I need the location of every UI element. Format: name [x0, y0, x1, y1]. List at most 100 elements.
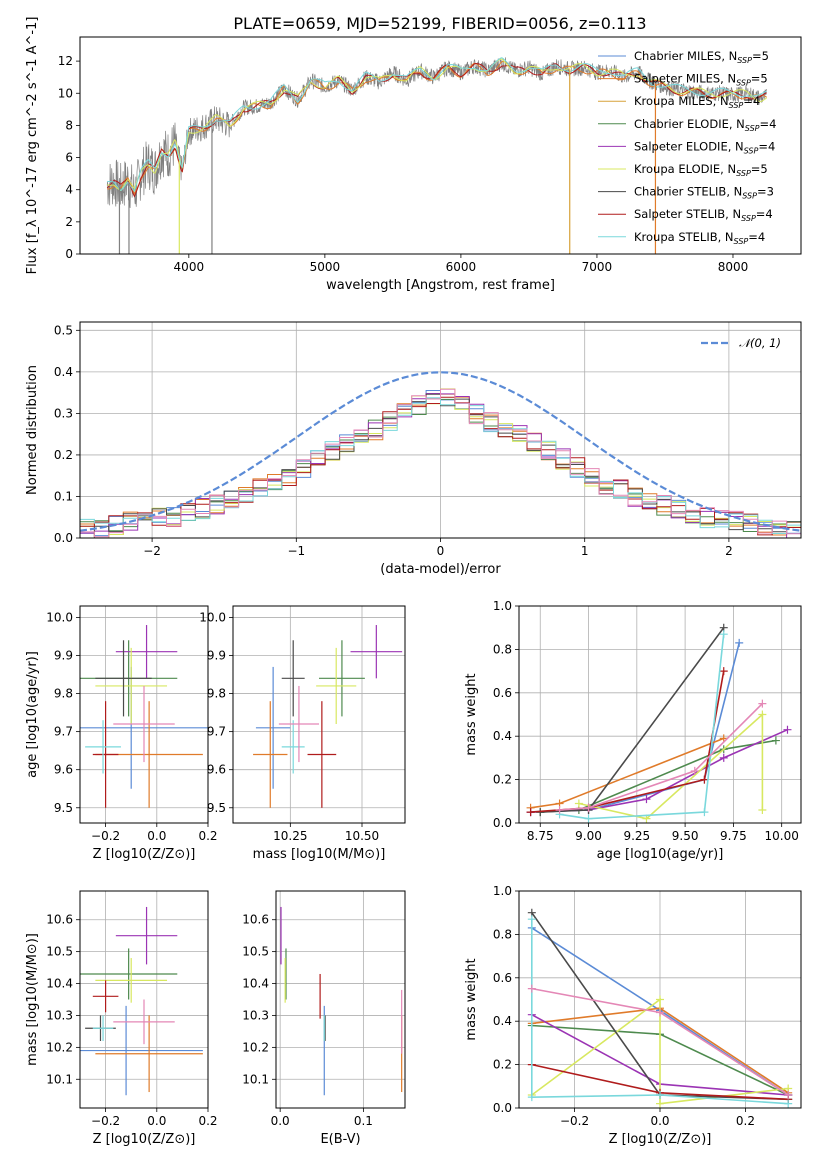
x-tick-label: 10.50	[345, 829, 379, 843]
x-tick-label: 0.2	[198, 829, 217, 843]
data-marker	[656, 1099, 664, 1108]
y-tick-label: 0.3	[54, 406, 73, 420]
y-tick-label: 9.7	[54, 725, 73, 739]
x-tick-label: 9.00	[575, 829, 602, 843]
legend-label: Chabrier MILES, NSSP=5	[634, 49, 769, 65]
data-marker	[700, 775, 709, 784]
axes-frame	[79, 890, 209, 1109]
errorbar-point	[350, 625, 403, 679]
mass-weight-line	[578, 712, 764, 820]
normal-curve	[80, 371, 801, 532]
plot-area	[527, 908, 793, 1108]
axes-frame	[79, 605, 209, 824]
data-marker	[758, 805, 767, 814]
figure-title: PLATE=0659, MJD=52199, FIBERID=0056, z=0…	[233, 14, 646, 33]
y-tick-label: 9.6	[54, 763, 73, 777]
y-tick-label: 10	[58, 86, 73, 100]
x-axis-label: mass [log10(M/M⊙)]	[253, 847, 386, 862]
errorbar-point	[278, 685, 319, 763]
errorbar-point	[80, 1005, 203, 1096]
x-tick-label: 8000	[718, 260, 749, 274]
errorbar-point	[113, 999, 175, 1045]
y-axis-label: mass weight	[464, 958, 479, 1040]
errorbar-point	[319, 640, 365, 717]
x-tick-label: −2	[143, 544, 161, 558]
panel-mass_vs_EBV: 0.0 0.1 10.1 10.2 10.3 10.4 10.5 10.6 E(B-V)	[242, 890, 406, 1147]
x-axis-label: Z [log10(Z/Z⊙)]	[93, 847, 196, 862]
data-marker	[690, 766, 699, 775]
y-tick-label: 12	[58, 54, 73, 68]
data-marker	[527, 915, 536, 924]
y-tick-label: 9.8	[54, 687, 73, 701]
errorbar-point	[92, 701, 119, 808]
grid	[233, 606, 405, 823]
y-tick-label: 1.0	[493, 884, 512, 898]
legend-label: Salpeter ELODIE, NSSP=4	[634, 139, 775, 155]
y-tick-label: 8	[65, 118, 73, 132]
legend-label: Kroupa ELODIE, NSSP=5	[634, 162, 768, 178]
observed-spectrum-line	[106, 57, 768, 209]
ticks: −0.2 0.0 0.2 0.0 0.2 0.4 0.6 0.8 1.0	[493, 884, 755, 1128]
legend-label: Chabrier STELIB, NSSP=3	[634, 185, 774, 201]
legend: Chabrier MILES, NSSP=5 Salpeter MILES, NS…	[598, 49, 776, 246]
x-tick-label: 5000	[310, 260, 341, 274]
y-axis-label: Normed distribution	[25, 365, 40, 495]
y-tick-label: 2	[65, 215, 73, 229]
errorbar-point	[253, 701, 288, 808]
plot-area	[80, 906, 203, 1096]
x-tick-label: 0.2	[736, 1114, 755, 1128]
y-tick-label: 0.4	[54, 365, 73, 379]
data-marker	[574, 799, 583, 808]
y-tick-label: 0.0	[493, 1101, 512, 1115]
y-tick-label: 0.0	[493, 816, 512, 830]
errorbar-point	[113, 685, 175, 763]
x-tick-label: 9.25	[623, 829, 650, 843]
y-tick-label: 0.8	[493, 927, 512, 941]
errorbar-point	[316, 647, 357, 725]
x-tick-label: 4000	[174, 260, 205, 274]
mass-weight-line	[540, 627, 725, 813]
y-axis-label: mass weight	[464, 673, 479, 755]
y-tick-label: 9.7	[207, 725, 226, 739]
errorbar-point	[281, 640, 305, 717]
ticks: −0.2 0.0 0.2 9.5 9.6 9.7 9.8 9.9 10.0	[46, 610, 217, 843]
data-marker	[584, 814, 593, 823]
grid	[276, 891, 405, 1108]
x-tick-label: −0.2	[91, 1114, 120, 1128]
x-tick-label: 7000	[582, 260, 613, 274]
y-tick-label: 0.8	[493, 642, 512, 656]
y-tick-label: 10.4	[242, 977, 269, 991]
errorbar-point	[92, 1015, 114, 1041]
data-marker	[656, 995, 664, 1004]
x-tick-label: 0.0	[650, 1114, 669, 1128]
data-marker	[735, 638, 744, 647]
plot-area	[280, 906, 403, 1096]
y-tick-label: 9.6	[207, 763, 226, 777]
y-tick-label: 0.6	[493, 686, 512, 700]
errorbar-point	[255, 666, 291, 789]
ticks: 10.25 10.50 9.5 9.6 9.7 9.8 9.9 10.0	[199, 610, 379, 843]
ticks: 8.75 9.00 9.25 9.50 9.75 10.00 0.0 0.2 0.4 0.6 0.8…	[493, 599, 799, 843]
y-tick-label: 6	[65, 151, 73, 165]
x-tick-label: 1	[581, 544, 589, 558]
mass-weight-line	[531, 919, 789, 1105]
panel-spectrum: 4000 5000 6000 7000 8000 0 2 4 6 8 10 12 wavelength …	[25, 17, 802, 293]
x-axis-label: wavelength [Angstrom, rest frame]	[326, 278, 555, 293]
y-tick-label: 0.6	[493, 971, 512, 985]
errorbar-point	[95, 1015, 203, 1093]
x-tick-label: 10.00	[765, 829, 799, 843]
data-marker	[700, 808, 709, 817]
x-axis-label: Z [log10(Z/Z⊙)]	[93, 1132, 196, 1147]
x-tick-label: 0.0	[271, 1114, 290, 1128]
x-tick-label: 2	[725, 544, 733, 558]
y-tick-label: 0.2	[493, 773, 512, 787]
x-axis-label: (data-model)/error	[380, 562, 501, 577]
axes-frame	[79, 36, 802, 255]
y-tick-label: 9.5	[54, 801, 73, 815]
x-axis-label: Z [log10(Z/Z⊙)]	[609, 1132, 712, 1147]
y-tick-label: 10.6	[46, 913, 73, 927]
errorbar-point	[115, 625, 178, 679]
data-marker	[526, 808, 535, 817]
y-tick-label: 0.1	[54, 489, 73, 503]
data-marker	[758, 710, 767, 719]
